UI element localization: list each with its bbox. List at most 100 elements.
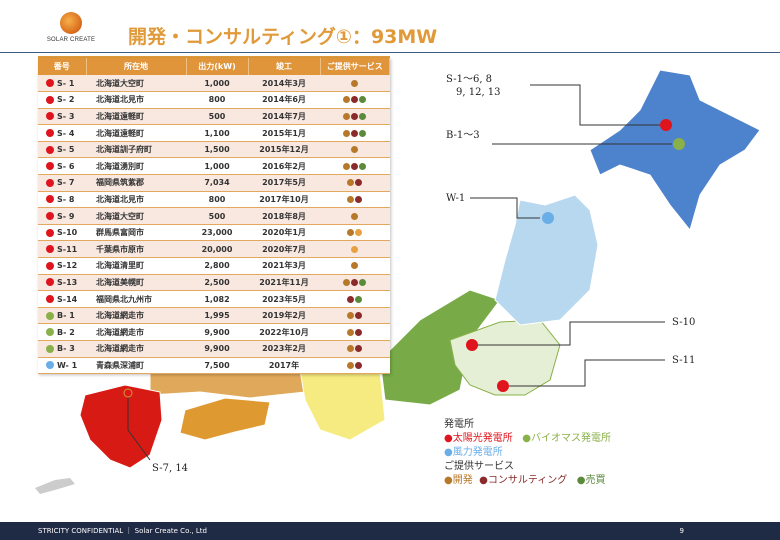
region-kyushu — [79, 384, 163, 469]
cell-date: 2017年 — [248, 357, 320, 375]
table-row: S-11 千葉県市原市 20,000 2020年7月 — [38, 240, 390, 259]
label-line: 9, 12, 13 — [456, 87, 501, 98]
cell-date: 2021年3月 — [248, 257, 320, 275]
cell-id: B- 3 — [38, 340, 86, 358]
cell-services — [320, 124, 390, 142]
id-text: W- 1 — [57, 360, 78, 370]
service-dev-dot-icon — [347, 195, 355, 203]
cell-output: 23,000 — [186, 224, 248, 242]
cell-output: 1,100 — [186, 124, 248, 142]
service-consult-dot-icon — [351, 278, 359, 286]
column-header: 所在地 — [86, 58, 187, 75]
cell-services — [320, 191, 390, 209]
cell-date: 2015年1月 — [248, 124, 320, 142]
marker-solar-hokkaido — [660, 119, 672, 131]
footer-text: STRICITY CONFIDENTIAL ｜ Solar Create Co.… — [38, 527, 207, 535]
service-dev-dot-icon — [343, 96, 351, 104]
cell-id: W- 1 — [38, 357, 86, 375]
legend-title: ご提供サービス — [444, 461, 514, 472]
service-consult-dot-icon — [355, 179, 363, 187]
service-dev-dot-icon — [343, 162, 351, 170]
solar-dot-icon — [46, 228, 54, 237]
legend-label: 太陽光発電所 — [452, 433, 513, 444]
service-dev-dot-icon — [347, 345, 355, 353]
table-row: S- 6 北海道湧別町 1,000 2016年2月 — [38, 157, 390, 176]
cell-output: 2,500 — [186, 274, 248, 292]
id-text: B- 1 — [57, 311, 75, 321]
map-label-s11: S-11 — [672, 355, 696, 366]
label-line: S-1～6, 8 — [446, 74, 493, 85]
cell-location: 北海道大空町 — [86, 207, 186, 225]
service-dev-dot-icon — [351, 79, 359, 87]
legend-consult: ●コンサルティング — [479, 475, 568, 486]
page-number: 9 — [679, 527, 684, 535]
cell-date: 2023年5月 — [248, 290, 320, 308]
cell-date: 2014年7月 — [248, 108, 320, 126]
service-dev-dot-icon — [343, 129, 351, 137]
solar-dot-icon — [46, 112, 54, 121]
cell-id: S- 9 — [38, 207, 86, 225]
table-row: S- 1 北海道大空町 1,000 2014年3月 — [38, 75, 390, 93]
cell-id: B- 1 — [38, 307, 86, 325]
column-header: ご提供サービス — [320, 58, 390, 75]
logo-mark — [60, 12, 82, 34]
id-text: S- 4 — [57, 128, 75, 138]
service-dev-dot-icon — [347, 312, 355, 320]
cell-date: 2020年7月 — [248, 240, 320, 259]
column-header: 竣工 — [248, 58, 321, 75]
id-text: S- 2 — [57, 95, 75, 105]
cell-services — [320, 307, 390, 325]
id-text: B- 2 — [57, 327, 75, 337]
table-row: S- 7 福岡県筑紫郡 7,034 2017年5月 — [38, 174, 390, 192]
region-hokkaido — [589, 69, 761, 232]
map-label-b: B-1～3 — [446, 130, 480, 141]
solar-dot-icon — [46, 195, 54, 204]
cell-output: 800 — [186, 191, 248, 209]
cell-location: 北海道網走市 — [86, 340, 186, 358]
table-row: B- 3 北海道網走市 9,900 2023年2月 — [38, 340, 390, 358]
service-dev-dot-icon — [343, 112, 351, 120]
divider — [38, 56, 390, 58]
region-kinki — [299, 369, 386, 441]
region-tohoku — [494, 194, 599, 326]
cell-location: 北海道湧別町 — [86, 157, 186, 176]
legend-sale: ●売買 — [576, 475, 606, 486]
id-text: S- 9 — [57, 211, 75, 221]
table-row: S- 3 北海道遠軽町 500 2014年7月 — [38, 108, 390, 126]
cell-date: 2021年11月 — [248, 274, 320, 292]
table-row: S-14 福岡県北九州市 1,082 2023年5月 — [38, 290, 390, 308]
cell-date: 2018年8月 — [248, 207, 320, 225]
cell-date: 2016年2月 — [248, 157, 320, 176]
service-sale-dot-icon — [359, 129, 367, 137]
cell-location: 群馬県富岡市 — [86, 224, 186, 242]
cell-services — [320, 91, 390, 109]
table-row: S- 5 北海道訓子府町 1,500 2015年12月 — [38, 141, 390, 159]
cell-output: 20,000 — [186, 240, 248, 259]
table-row: S-10 群馬県富岡市 23,000 2020年1月 — [38, 224, 390, 242]
service-sale-dot-icon — [359, 162, 367, 170]
biomass-dot-icon — [46, 344, 54, 353]
map-label-w: W-1 — [446, 193, 466, 204]
service-sale-dot-icon — [359, 112, 367, 120]
service-dev-dot-icon — [347, 328, 355, 336]
cell-output: 9,900 — [186, 323, 248, 341]
marker-wind-aomori — [542, 212, 554, 224]
page-title: 開発・コンサルティング①：93MW — [128, 26, 438, 48]
cell-id: S-10 — [38, 224, 86, 242]
cell-location: 北海道網走市 — [86, 323, 186, 341]
id-text: S- 6 — [57, 161, 75, 171]
legend-biomass: ●バイオマス発電所 — [522, 433, 612, 444]
cell-services — [320, 108, 390, 126]
cell-output: 1,000 — [186, 75, 248, 93]
id-text: S-12 — [57, 261, 78, 271]
logo-text: SOLAR CREATE — [46, 37, 96, 43]
service-consult-dot-icon — [355, 195, 363, 203]
legend-wind: ●風力発電所 — [444, 447, 503, 458]
cell-services — [320, 174, 390, 192]
solar-dot-icon — [46, 245, 54, 254]
column-header: 番号 — [38, 58, 87, 75]
legend-title: 発電所 — [444, 419, 474, 430]
table-row: S-13 北海道美幌町 2,500 2021年11月 — [38, 274, 390, 292]
cell-id: S- 4 — [38, 124, 86, 142]
legend: 発電所 ●太陽光発電所 ●バイオマス発電所 ●風力発電所 ご提供サービス ●開発… — [444, 418, 611, 488]
